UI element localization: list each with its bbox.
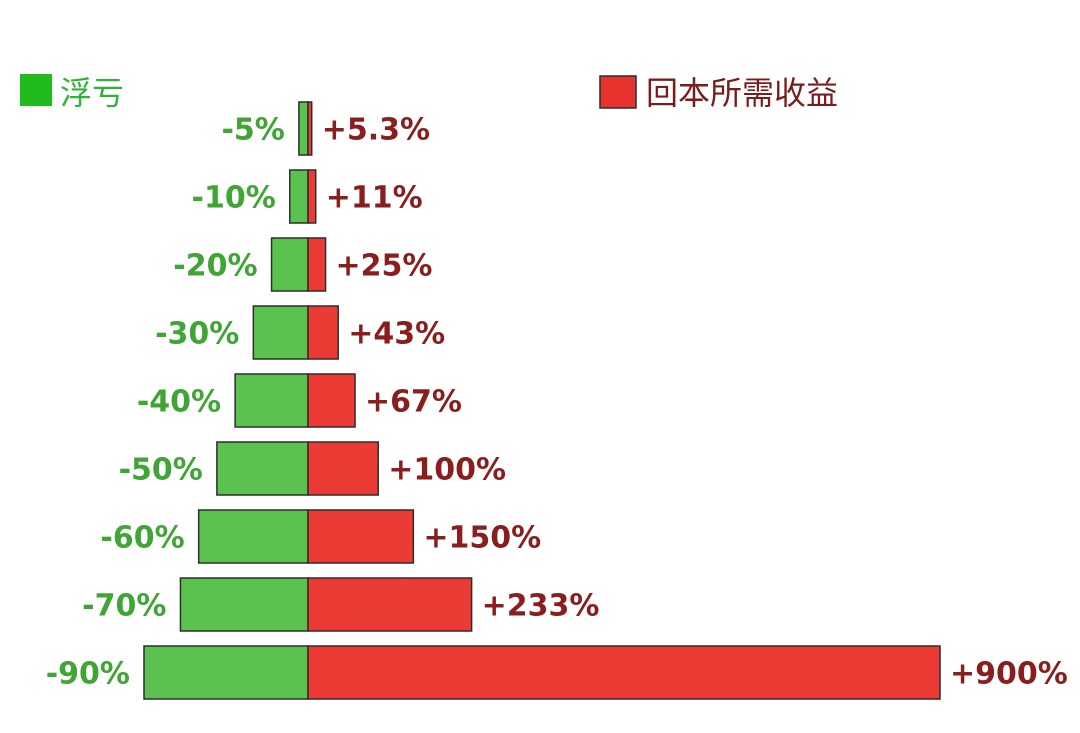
- loss-bar: [179, 577, 309, 632]
- loss-bar: [298, 101, 309, 156]
- loss-bar: [216, 441, 309, 496]
- gain-value-label: +11%: [326, 181, 423, 216]
- gain-value-label: +43%: [348, 317, 445, 352]
- loss-value-label: -10%: [192, 181, 276, 216]
- loss-value-label: -40%: [137, 385, 221, 420]
- loss-value-label: -30%: [155, 317, 239, 352]
- loss-bar: [270, 237, 309, 292]
- gain-bar: [307, 101, 313, 156]
- loss-bar: [252, 305, 309, 360]
- loss-value-label: -20%: [173, 249, 257, 284]
- gain-legend-label: 回本所需收益: [646, 74, 838, 112]
- gain-value-label: +5.3%: [322, 113, 430, 148]
- loss-value-label: -70%: [82, 589, 166, 624]
- gain-bar: [307, 305, 339, 360]
- gain-bar: [307, 645, 941, 700]
- gain-value-label: +233%: [482, 589, 600, 624]
- gain-bar: [307, 169, 317, 224]
- gain-value-label: +67%: [365, 385, 462, 420]
- loss-value-label: -90%: [46, 657, 130, 692]
- gain-value-label: +900%: [950, 657, 1068, 692]
- loss-bar: [143, 645, 309, 700]
- loss-value-label: -60%: [100, 521, 184, 556]
- gain-bar: [307, 577, 473, 632]
- loss-bar: [234, 373, 309, 428]
- loss-value-label: -5%: [221, 113, 284, 148]
- gain-bar: [307, 441, 379, 496]
- loss-bar: [197, 509, 309, 564]
- gain-value-label: +150%: [423, 521, 541, 556]
- loss-value-label: -50%: [119, 453, 203, 488]
- gain-bar: [307, 237, 327, 292]
- gain-legend-swatch: [599, 75, 637, 109]
- gain-value-label: +100%: [388, 453, 506, 488]
- loss-legend-label: 浮亏: [60, 74, 124, 112]
- gain-value-label: +25%: [336, 249, 433, 284]
- loss-bar: [289, 169, 309, 224]
- bar-group: -5% +5.3% -10% +11% -20% +25% -30% +43% -40% +67%…: [46, 101, 1068, 700]
- gain-bar: [307, 509, 415, 564]
- gain-bar: [307, 373, 356, 428]
- loss-legend-swatch: [20, 74, 52, 106]
